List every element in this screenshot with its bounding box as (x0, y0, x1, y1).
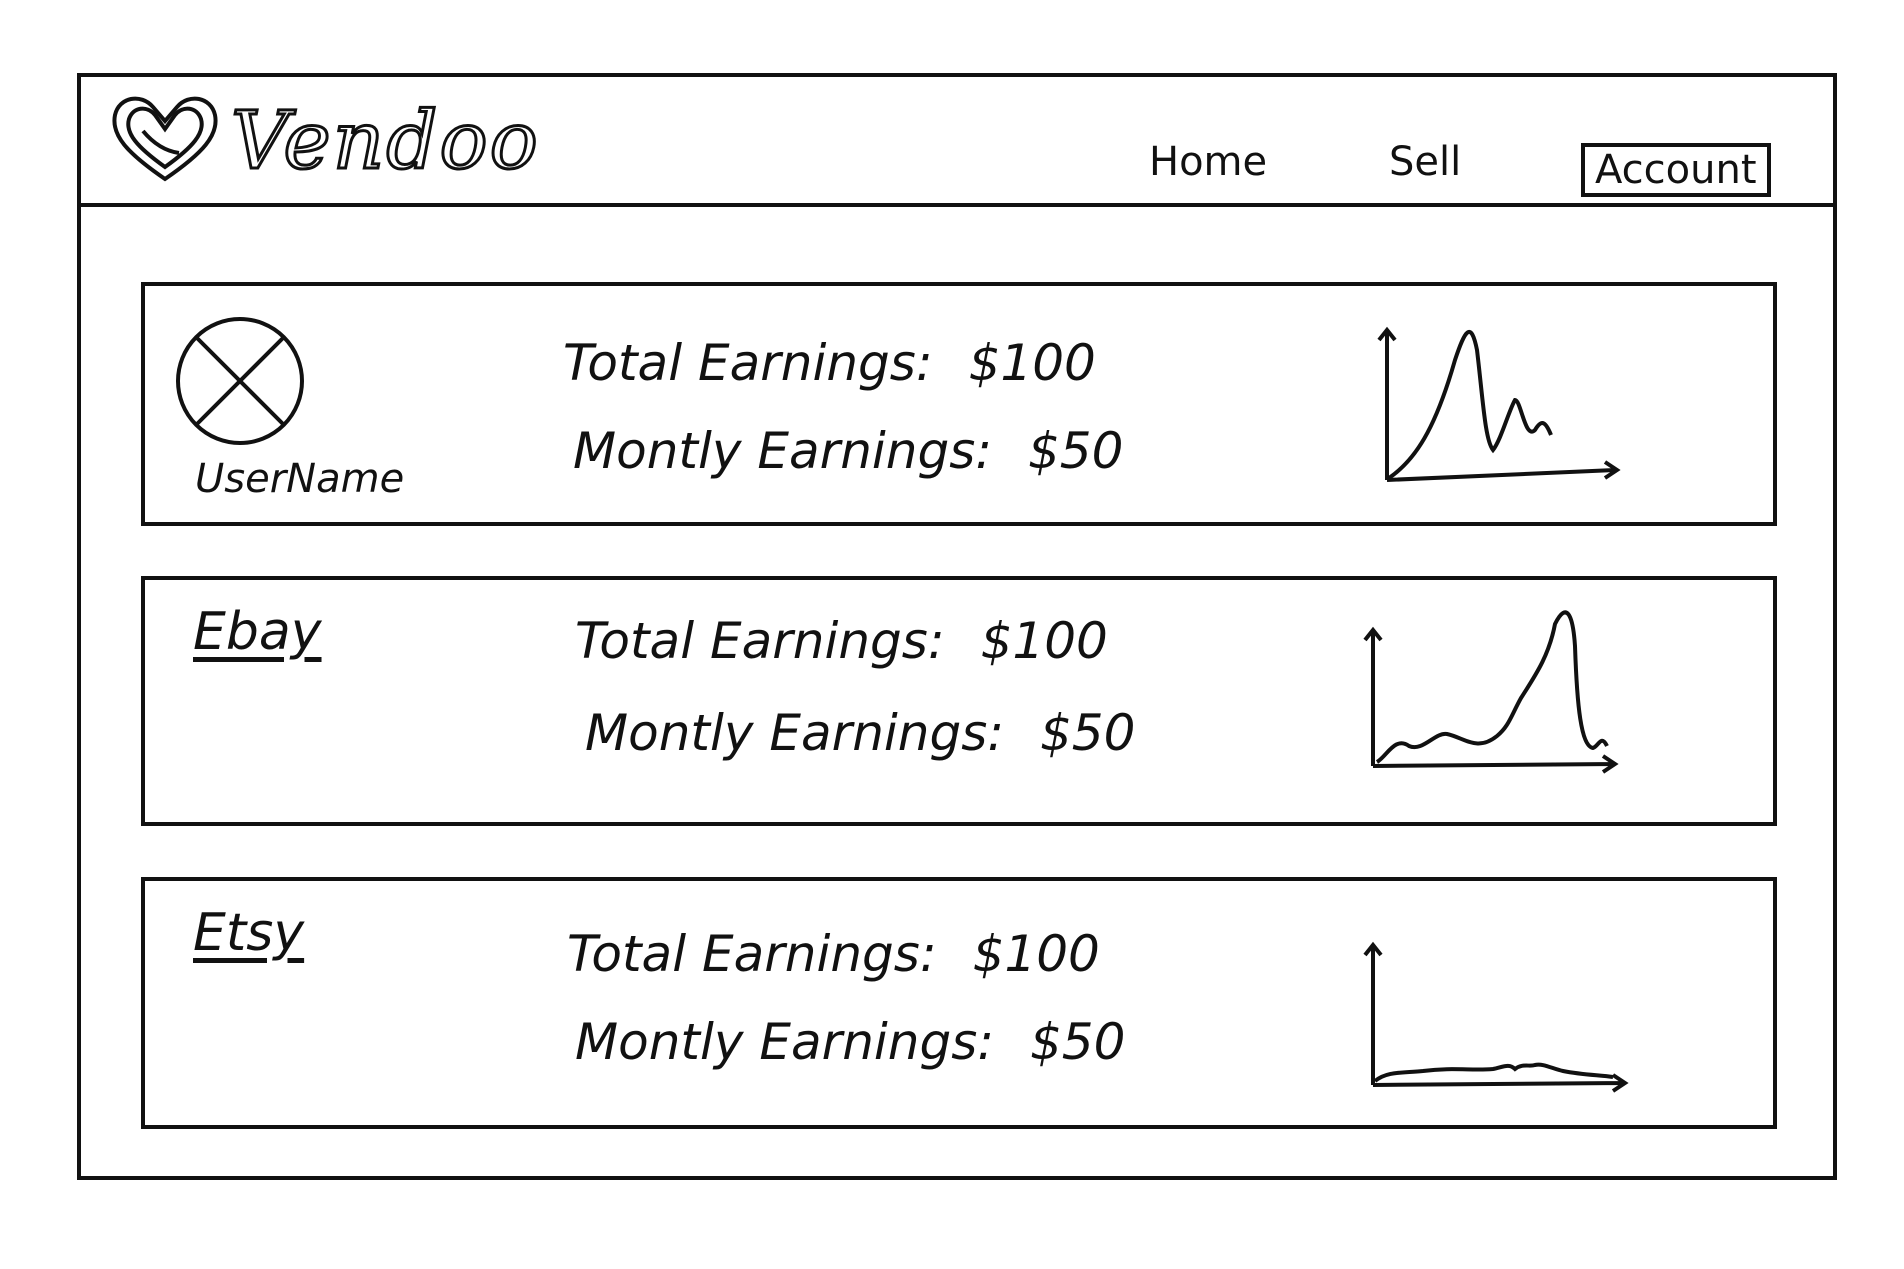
ebay-total-earnings-row: Total Earnings: $100 (575, 612, 1108, 670)
avatar-placeholder-icon[interactable] (175, 316, 305, 446)
x-axis-line (1372, 754, 1619, 774)
brand-logo[interactable]: Vendoo (107, 91, 540, 191)
etsy-total-earnings-row: Total Earnings: $100 (567, 925, 1100, 983)
top-nav-bar: Vendoo Home Sell Account (81, 77, 1833, 207)
monthly-earnings-value: $50 (1040, 704, 1136, 762)
nav-account-link[interactable]: Account (1581, 143, 1771, 197)
y-axis-line (1377, 326, 1397, 480)
total-earnings-label: Total Earnings: (563, 334, 933, 392)
y-axis-line (1363, 941, 1383, 1085)
nav-home-link[interactable]: Home (1149, 139, 1268, 185)
etsy-earnings-card: Etsy Total Earnings: $100 Montly Earning… (141, 877, 1777, 1129)
platform-name-etsy[interactable]: Etsy (193, 903, 305, 963)
platform-name-ebay[interactable]: Ebay (193, 602, 322, 662)
x-axis-line (1386, 460, 1621, 482)
total-earnings-value: $100 (980, 612, 1108, 670)
ebay-earnings-card: Ebay Total Earnings: $100 Montly Earning… (141, 576, 1777, 826)
monthly-earnings-value: $50 (1028, 422, 1124, 480)
earnings-sparkline-chart (1363, 610, 1619, 774)
monthly-earnings-label: Montly Earnings: (585, 704, 1005, 762)
username-label: UserName (195, 456, 405, 502)
total-earnings-value: $100 (968, 334, 1096, 392)
etsy-monthly-earnings-row: Montly Earnings: $50 (575, 1013, 1125, 1071)
app-window: Vendoo Home Sell Account UserName Total … (77, 73, 1837, 1180)
x-axis-line (1372, 1073, 1629, 1093)
monthly-earnings-value: $50 (1030, 1013, 1126, 1071)
total-earnings-label: Total Earnings: (575, 612, 945, 670)
profile-earnings-card: UserName Total Earnings: $100 Montly Ear… (141, 282, 1777, 526)
earnings-sparkline-chart (1377, 326, 1621, 482)
total-earnings-row: Total Earnings: $100 (563, 334, 1096, 392)
nav-sell-link[interactable]: Sell (1389, 139, 1462, 185)
brand-name: Vendoo (230, 94, 540, 187)
monthly-earnings-label: Montly Earnings: (575, 1013, 995, 1071)
earnings-sparkline-chart (1363, 941, 1629, 1093)
heart-logo-icon (112, 96, 218, 182)
trend-line (1373, 1062, 1614, 1083)
monthly-earnings-row: Montly Earnings: $50 (573, 422, 1123, 480)
y-axis-line (1363, 626, 1383, 766)
total-earnings-value: $100 (972, 925, 1100, 983)
trend-line (1387, 329, 1553, 480)
trend-line (1375, 610, 1609, 764)
monthly-earnings-label: Montly Earnings: (573, 422, 993, 480)
ebay-monthly-earnings-row: Montly Earnings: $50 (585, 704, 1135, 762)
total-earnings-label: Total Earnings: (567, 925, 937, 983)
